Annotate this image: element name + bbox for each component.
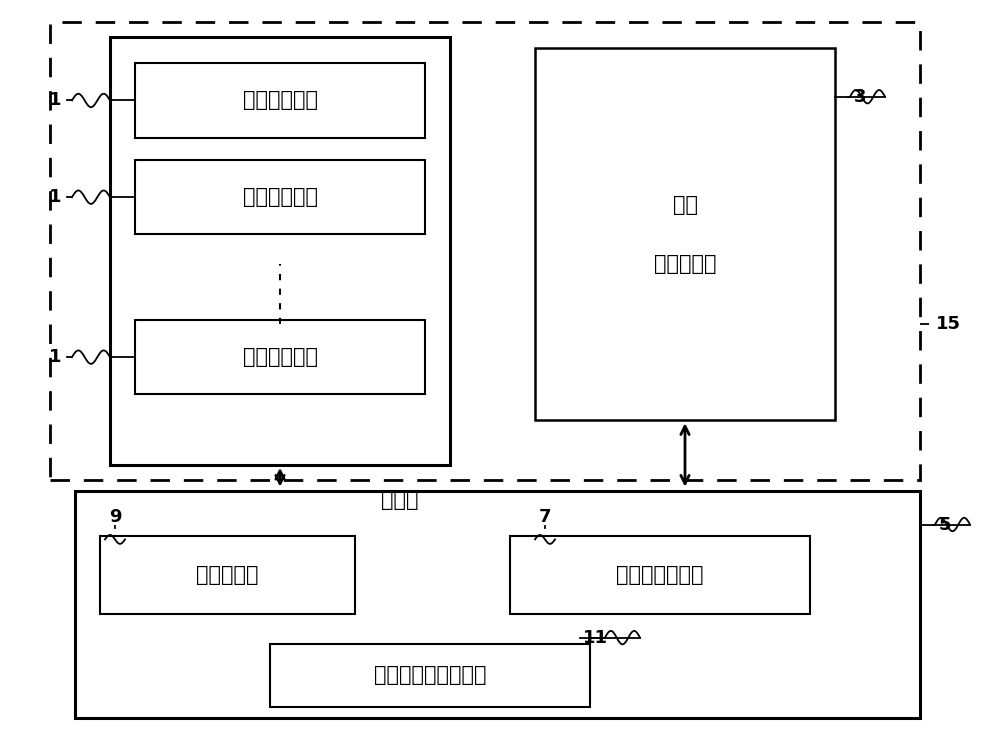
- Text: 蚟解温度测定部: 蚟解温度测定部: [616, 565, 704, 585]
- Text: 存储部（蚟解温度）: 存储部（蚟解温度）: [374, 665, 486, 685]
- Text: 1: 1: [49, 348, 61, 366]
- Text: 1: 1: [49, 188, 61, 206]
- Text: 7: 7: [539, 508, 551, 526]
- FancyBboxPatch shape: [535, 48, 835, 420]
- Text: 控制部: 控制部: [381, 490, 419, 510]
- FancyBboxPatch shape: [110, 37, 450, 465]
- FancyBboxPatch shape: [75, 491, 920, 718]
- FancyBboxPatch shape: [50, 22, 920, 480]
- Text: 9: 9: [109, 508, 121, 526]
- Text: 温度修正部: 温度修正部: [196, 565, 259, 585]
- Text: 温度控制模块: 温度控制模块: [242, 347, 318, 367]
- Text: 温度控制模块: 温度控制模块: [242, 187, 318, 207]
- Text: 11: 11: [582, 629, 608, 647]
- Text: 温度控制模块: 温度控制模块: [242, 91, 318, 110]
- FancyBboxPatch shape: [135, 63, 425, 138]
- Text: 实时: 实时: [672, 195, 698, 214]
- FancyBboxPatch shape: [135, 160, 425, 234]
- FancyBboxPatch shape: [510, 536, 810, 614]
- Text: 3: 3: [854, 88, 866, 106]
- FancyBboxPatch shape: [135, 320, 425, 394]
- FancyBboxPatch shape: [100, 536, 355, 614]
- Text: 1: 1: [49, 92, 61, 109]
- Text: 5: 5: [939, 516, 951, 533]
- Text: 荧光测定部: 荧光测定部: [654, 254, 716, 274]
- FancyBboxPatch shape: [270, 644, 590, 707]
- Text: 15: 15: [936, 315, 960, 333]
